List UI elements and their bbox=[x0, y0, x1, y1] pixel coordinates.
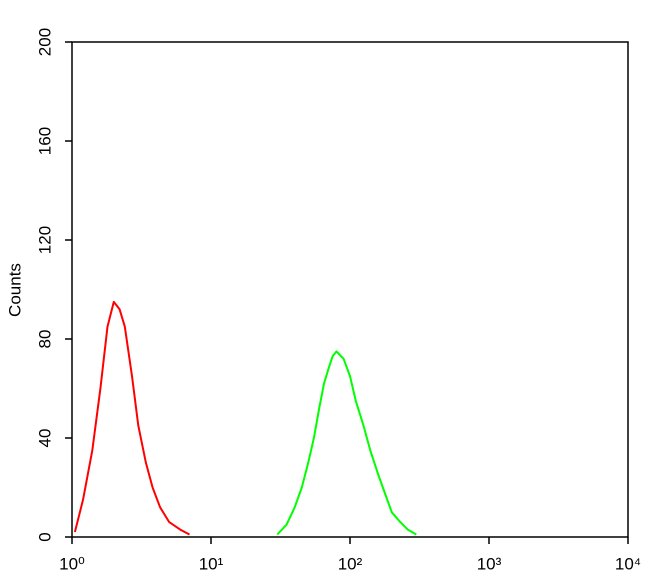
x-tick-label: 10¹ bbox=[199, 554, 224, 573]
plot-frame bbox=[71, 41, 629, 538]
x-tick-label: 10² bbox=[338, 554, 363, 573]
x-tick-label: 10³ bbox=[477, 554, 502, 573]
x-tick-label: 10⁴ bbox=[615, 554, 641, 573]
y-tick-label: 80 bbox=[35, 330, 54, 349]
y-tick-label: 0 bbox=[35, 532, 54, 541]
histogram-line bbox=[73, 300, 190, 536]
y-axis-label: Counts bbox=[5, 263, 24, 317]
y-tick-label: 40 bbox=[35, 429, 54, 448]
x-tick-label: 10⁰ bbox=[59, 554, 85, 573]
histogram-line bbox=[276, 350, 417, 536]
y-tick-label: 160 bbox=[35, 127, 54, 155]
y-tick-label: 200 bbox=[35, 28, 54, 56]
y-tick-label: 120 bbox=[35, 226, 54, 254]
